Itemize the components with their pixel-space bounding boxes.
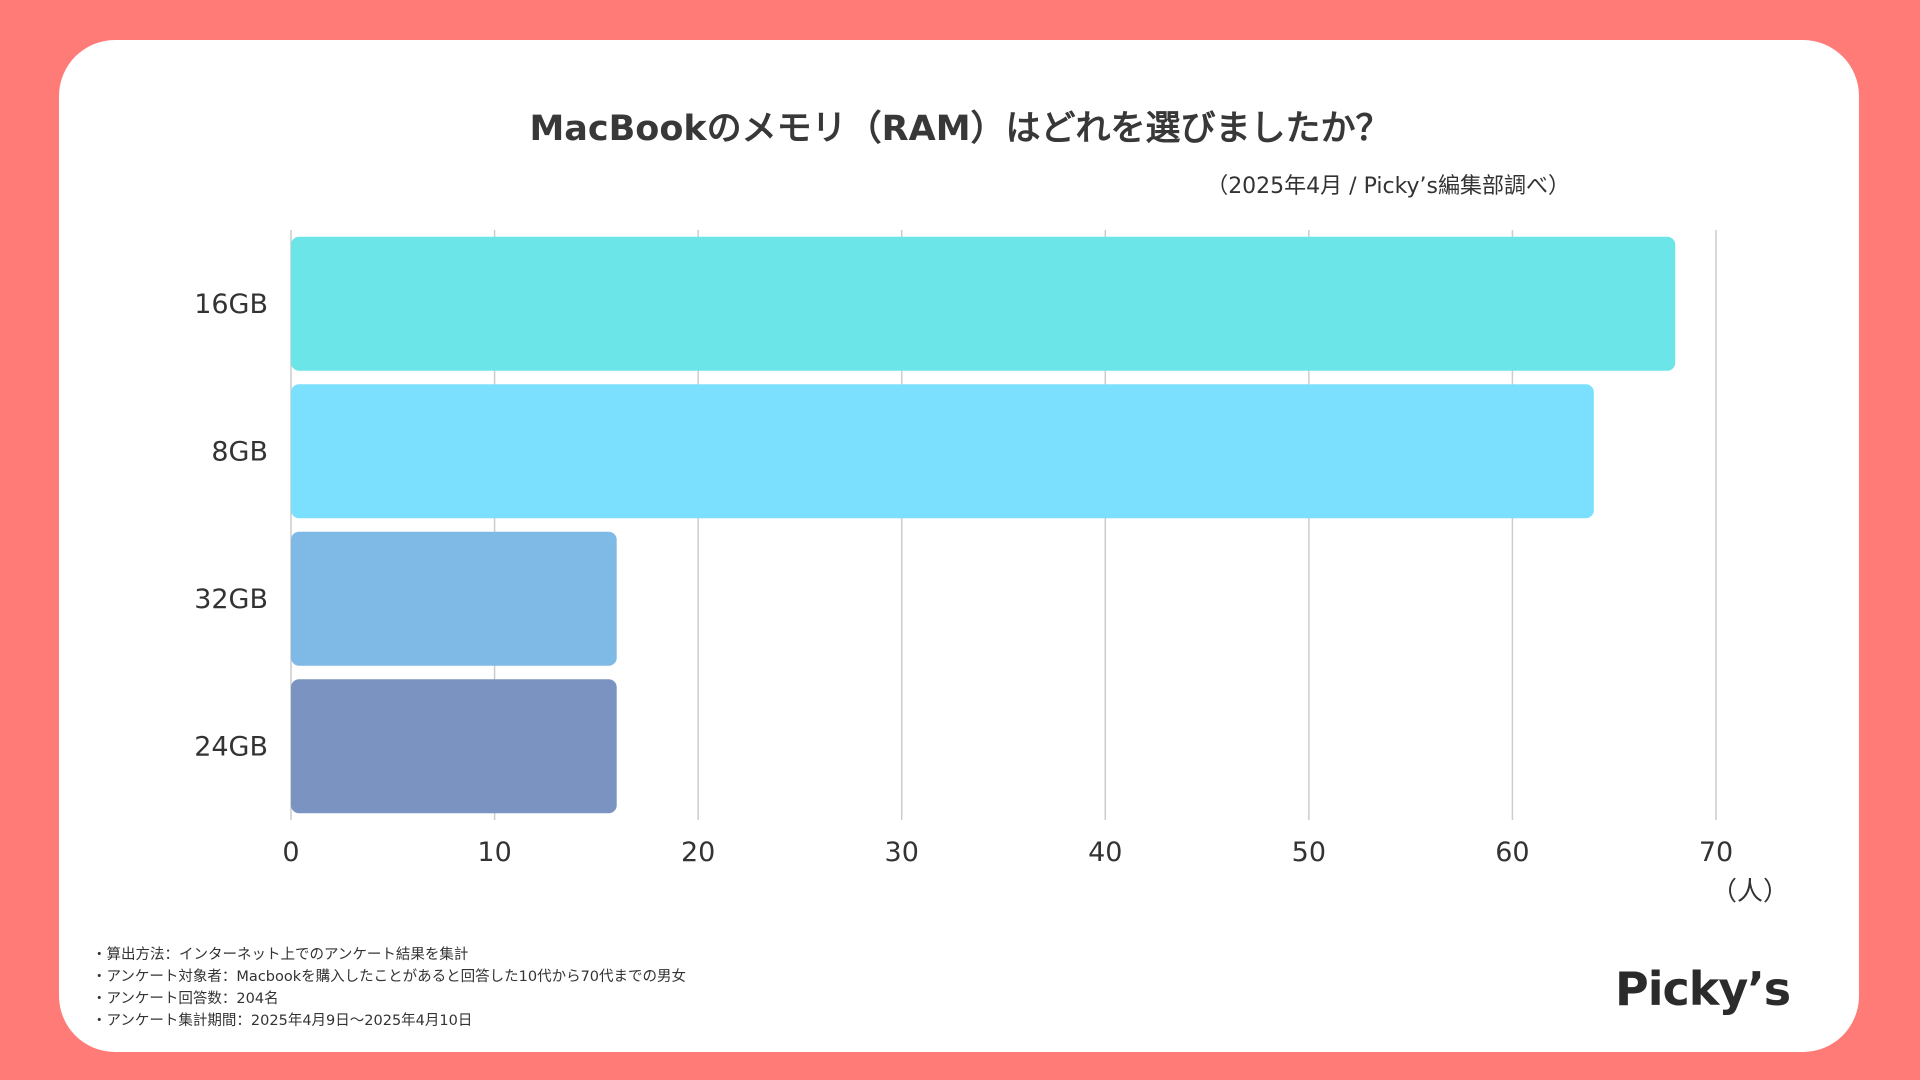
chart-title: MacBookのメモリ（RAM）はどれを選びましたか？: [529, 109, 1391, 149]
note-target: ・アンケート対象者：Macbookを購入したことがあると回答した10代から70代…: [92, 969, 687, 985]
pickys-logo: Picky’s: [1615, 962, 1791, 1016]
x-tick-label-30: 30: [885, 837, 919, 868]
x-tick-label-50: 50: [1292, 837, 1326, 868]
bar-24gb: [291, 679, 617, 814]
x-tick-label-40: 40: [1088, 837, 1122, 868]
category-label-32gb: 32GB: [194, 584, 268, 615]
survey-notes: ・算出方法：インターネット上でのアンケート結果を集計 ・アンケート対象者：Mac…: [92, 944, 686, 1032]
bar-8gb: [291, 384, 1594, 519]
x-tick-label-70: 70: [1699, 837, 1733, 868]
chart-subtitle: （2025年4月 / Picky’s編集部調べ）: [1206, 174, 1570, 199]
x-axis-unit: （人）: [1711, 877, 1789, 907]
x-tick-label-0: 0: [282, 837, 299, 868]
category-label-8gb: 8GB: [211, 436, 268, 467]
note-responses: ・アンケート回答数：204名: [92, 991, 279, 1007]
bar-16gb: [291, 236, 1676, 371]
category-label-16gb: 16GB: [194, 289, 268, 320]
x-tick-label-20: 20: [681, 837, 715, 868]
note-method: ・算出方法：インターネット上でのアンケート結果を集計: [92, 947, 469, 963]
bar-32gb: [291, 531, 617, 666]
x-tick-label-10: 10: [477, 837, 511, 868]
x-tick-label-60: 60: [1495, 837, 1529, 868]
category-label-24gb: 24GB: [194, 731, 268, 762]
note-period: ・アンケート集計期間：2025年4月9日〜2025年4月10日: [92, 1013, 473, 1029]
